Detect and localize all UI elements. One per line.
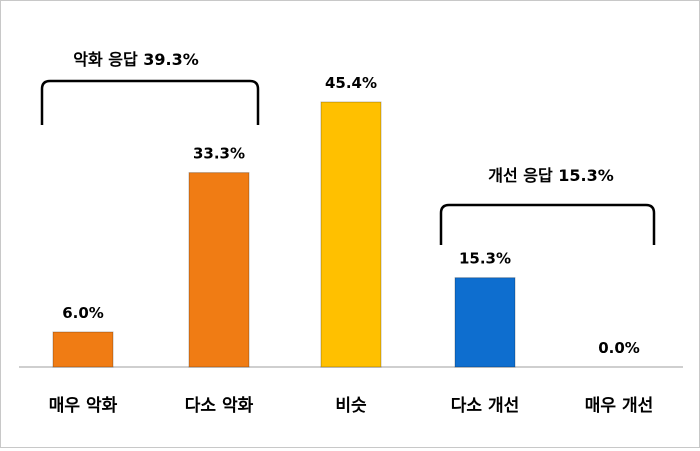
category-label-3: 비슷: [335, 396, 367, 416]
category-label-4: 다소 개선: [451, 396, 519, 416]
bar-4: [454, 277, 516, 368]
value-label-4: 15.3%: [459, 250, 511, 268]
bar-2: [188, 172, 250, 368]
bracket-improved: [439, 203, 656, 245]
value-label-2: 33.3%: [193, 145, 245, 163]
value-label-3: 45.4%: [325, 74, 377, 92]
group-label-improved: 개선 응답 15.3%: [488, 166, 614, 185]
category-label-2: 다소 악화: [185, 396, 254, 416]
category-label-5: 매우 개선: [585, 396, 653, 416]
value-label-1: 6.0%: [62, 304, 104, 322]
bracket-worsened: [40, 79, 260, 125]
value-label-5: 0.0%: [598, 339, 640, 357]
bar-1: [52, 331, 114, 368]
category-label-1: 매우 악화: [49, 396, 118, 416]
group-label-worsened: 악화 응답 39.3%: [73, 50, 199, 69]
bar-3: [320, 101, 382, 368]
